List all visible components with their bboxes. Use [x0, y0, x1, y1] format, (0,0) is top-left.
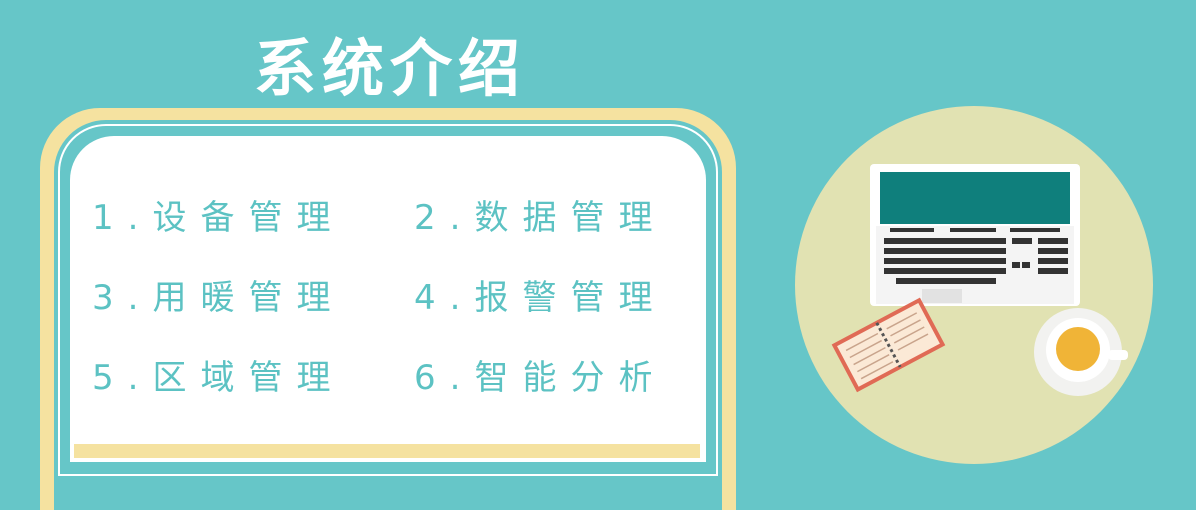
menu-item-area[interactable]: 5.区域管理 [92, 358, 345, 398]
menu-item-analysis[interactable]: 6.智能分析 [414, 358, 667, 398]
notebook-icon [831, 297, 946, 393]
panel-bottom-strip [74, 444, 700, 458]
menu-panel [70, 136, 706, 462]
laptop-icon [870, 164, 1080, 306]
menu-item-device[interactable]: 1.设备管理 [92, 198, 345, 238]
panel-frame-border [58, 124, 718, 476]
menu-item-heating[interactable]: 3.用暖管理 [92, 278, 345, 318]
coffee-cup-icon [1034, 308, 1128, 396]
page-title: 系统介绍 [253, 32, 526, 105]
menu-item-alarm[interactable]: 4.报警管理 [414, 278, 667, 318]
menu-item-data[interactable]: 2.数据管理 [414, 198, 667, 238]
